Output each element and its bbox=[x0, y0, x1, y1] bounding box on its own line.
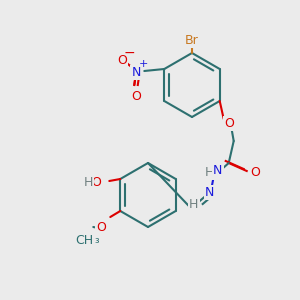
Text: −: − bbox=[124, 46, 135, 60]
Text: H: H bbox=[189, 198, 198, 211]
Text: O: O bbox=[224, 117, 234, 130]
Text: H: H bbox=[205, 166, 214, 179]
Text: O: O bbox=[117, 54, 127, 67]
Text: O: O bbox=[96, 221, 106, 234]
Text: H: H bbox=[84, 176, 93, 189]
Text: ₃: ₃ bbox=[94, 235, 99, 245]
Text: N: N bbox=[132, 66, 141, 79]
Text: N: N bbox=[213, 164, 222, 177]
Text: CH: CH bbox=[75, 234, 93, 247]
Text: O: O bbox=[250, 166, 260, 179]
Text: O: O bbox=[91, 176, 101, 189]
Text: +: + bbox=[139, 59, 148, 69]
Text: Br: Br bbox=[185, 34, 199, 47]
Text: N: N bbox=[205, 186, 214, 199]
Text: O: O bbox=[131, 90, 141, 103]
